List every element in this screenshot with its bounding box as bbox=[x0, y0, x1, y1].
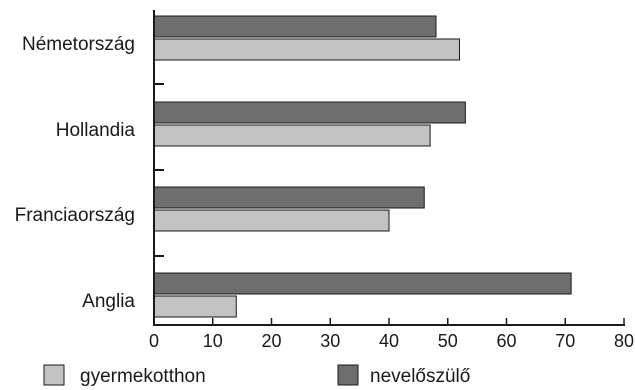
x-tick-label-60: 60 bbox=[496, 331, 516, 351]
x-tick-label-50: 50 bbox=[438, 331, 458, 351]
axes-group: 0 10 20 30 40 50 60 70 80 bbox=[149, 10, 634, 351]
bar-hollandia-gyermekotthon bbox=[153, 124, 431, 147]
bars-group bbox=[153, 15, 572, 318]
x-tick-label-20: 20 bbox=[261, 331, 281, 351]
bar-nemetorszag-gyermekotthon bbox=[153, 38, 460, 61]
legend-label-gyermekotthon: gyermekotthon bbox=[80, 366, 206, 387]
bar-hollandia-neveloszulo bbox=[153, 101, 466, 124]
x-tick-label-40: 40 bbox=[379, 331, 399, 351]
x-tick-label-80: 80 bbox=[614, 331, 634, 351]
category-label-anglia: Anglia bbox=[82, 291, 135, 312]
x-tick-label-0: 0 bbox=[149, 331, 159, 351]
category-label-nemetorszag: Németország bbox=[22, 34, 135, 55]
x-tick-label-30: 30 bbox=[320, 331, 340, 351]
bar-anglia-gyermekotthon bbox=[153, 295, 237, 318]
legend-swatch-neveloszulo bbox=[337, 364, 359, 386]
category-label-franciaorszag: Franciaország bbox=[15, 205, 135, 226]
legend-swatch-gyermekotthon bbox=[43, 364, 65, 386]
x-tick-label-70: 70 bbox=[555, 331, 575, 351]
bar-franciaorszag-neveloszulo bbox=[153, 186, 425, 209]
legend: gyermekotthon nevelőszülő bbox=[43, 364, 470, 387]
category-label-hollandia: Hollandia bbox=[56, 120, 136, 141]
bar-nemetorszag-neveloszulo bbox=[153, 15, 437, 38]
bar-anglia-neveloszulo bbox=[153, 272, 572, 295]
bar-franciaorszag-gyermekotthon bbox=[153, 209, 390, 232]
legend-label-neveloszulo: nevelőszülő bbox=[370, 366, 470, 387]
labels-group: Németország Hollandia Franciaország Anglia bbox=[15, 34, 136, 312]
x-tick-label-10: 10 bbox=[203, 331, 223, 351]
